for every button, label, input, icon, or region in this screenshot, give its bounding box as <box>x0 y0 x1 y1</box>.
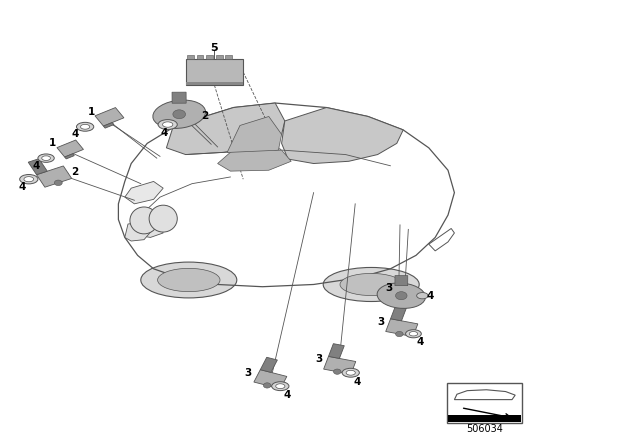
Polygon shape <box>166 103 285 155</box>
Ellipse shape <box>417 293 428 299</box>
Ellipse shape <box>272 382 289 391</box>
Polygon shape <box>386 319 418 336</box>
Polygon shape <box>227 116 282 157</box>
Ellipse shape <box>77 122 94 131</box>
Text: 4: 4 <box>353 377 361 387</box>
Text: 2: 2 <box>71 167 79 177</box>
Polygon shape <box>328 344 344 358</box>
Ellipse shape <box>20 175 38 184</box>
Ellipse shape <box>406 330 421 338</box>
Bar <box>447 383 522 423</box>
Polygon shape <box>138 226 163 237</box>
Polygon shape <box>218 150 291 171</box>
Text: 3: 3 <box>244 368 252 378</box>
Ellipse shape <box>24 177 34 182</box>
Polygon shape <box>28 159 47 175</box>
Ellipse shape <box>173 110 186 119</box>
Polygon shape <box>95 108 124 126</box>
Polygon shape <box>324 357 356 374</box>
Text: 3: 3 <box>377 317 385 327</box>
Ellipse shape <box>130 207 158 234</box>
Bar <box>216 55 223 59</box>
Ellipse shape <box>409 332 418 336</box>
Polygon shape <box>125 222 154 241</box>
Ellipse shape <box>157 268 220 292</box>
Ellipse shape <box>340 273 403 296</box>
Ellipse shape <box>42 156 51 160</box>
Ellipse shape <box>153 100 205 129</box>
Polygon shape <box>172 92 186 103</box>
Text: 4: 4 <box>283 390 291 400</box>
Ellipse shape <box>149 205 177 232</box>
Polygon shape <box>125 181 163 204</box>
Polygon shape <box>390 306 406 321</box>
Ellipse shape <box>276 384 285 388</box>
Text: 3: 3 <box>315 354 323 364</box>
Polygon shape <box>260 358 277 372</box>
Text: 4: 4 <box>426 291 434 301</box>
Ellipse shape <box>342 368 360 377</box>
Bar <box>448 415 521 422</box>
Text: 5: 5 <box>211 43 218 53</box>
Ellipse shape <box>333 369 341 375</box>
Text: 1: 1 <box>49 138 56 148</box>
Bar <box>206 55 213 59</box>
Text: 4: 4 <box>18 182 26 192</box>
Polygon shape <box>36 166 72 187</box>
Ellipse shape <box>141 262 237 298</box>
Ellipse shape <box>81 125 90 129</box>
Polygon shape <box>254 370 287 389</box>
Text: 1: 1 <box>88 107 95 117</box>
Ellipse shape <box>158 120 177 129</box>
Text: 4: 4 <box>161 128 168 138</box>
Bar <box>225 55 232 59</box>
Ellipse shape <box>163 122 173 127</box>
Ellipse shape <box>323 267 419 302</box>
Polygon shape <box>104 123 114 128</box>
FancyBboxPatch shape <box>186 59 243 85</box>
Ellipse shape <box>377 283 426 308</box>
Bar <box>187 55 194 59</box>
Polygon shape <box>65 154 74 159</box>
Ellipse shape <box>264 383 271 388</box>
Text: 4: 4 <box>33 161 40 171</box>
Text: 4: 4 <box>416 337 424 347</box>
Text: 2: 2 <box>201 112 209 121</box>
Polygon shape <box>57 140 83 157</box>
Polygon shape <box>395 276 408 286</box>
Ellipse shape <box>346 370 355 375</box>
Bar <box>186 82 243 85</box>
Text: 3: 3 <box>385 283 392 293</box>
Ellipse shape <box>396 292 407 300</box>
Ellipse shape <box>38 154 54 162</box>
Ellipse shape <box>396 332 403 337</box>
Polygon shape <box>282 108 403 164</box>
Text: 506034: 506034 <box>466 424 503 434</box>
Text: 4: 4 <box>72 129 79 139</box>
Ellipse shape <box>54 180 62 185</box>
Bar <box>196 55 204 59</box>
